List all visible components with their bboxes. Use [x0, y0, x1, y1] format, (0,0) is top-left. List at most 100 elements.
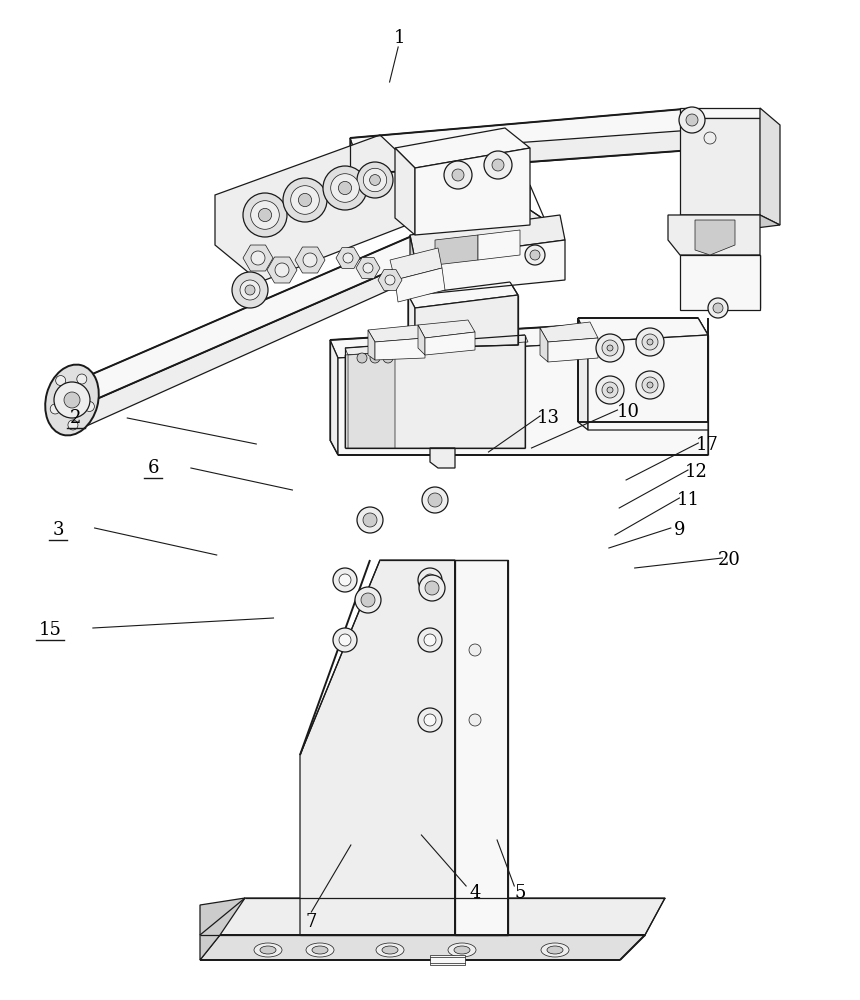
Circle shape [361, 593, 375, 607]
Circle shape [298, 193, 311, 207]
Ellipse shape [547, 946, 563, 954]
Text: 20: 20 [718, 551, 740, 569]
Polygon shape [350, 128, 720, 175]
Polygon shape [200, 935, 645, 960]
Circle shape [418, 568, 442, 592]
Circle shape [424, 634, 436, 646]
Circle shape [56, 376, 65, 386]
Circle shape [425, 581, 439, 595]
Polygon shape [350, 138, 358, 175]
Circle shape [636, 328, 664, 356]
Polygon shape [338, 335, 708, 455]
Circle shape [363, 168, 387, 192]
Circle shape [363, 513, 377, 527]
Polygon shape [418, 325, 425, 355]
Polygon shape [548, 338, 598, 362]
Circle shape [383, 353, 393, 363]
Circle shape [602, 382, 618, 398]
Polygon shape [368, 325, 425, 342]
Circle shape [77, 374, 87, 384]
Circle shape [444, 161, 472, 189]
Circle shape [50, 404, 60, 414]
Circle shape [530, 250, 540, 260]
Polygon shape [395, 128, 530, 168]
Polygon shape [760, 108, 780, 225]
Circle shape [607, 345, 613, 351]
Polygon shape [395, 268, 445, 302]
Polygon shape [430, 955, 465, 965]
Circle shape [258, 208, 272, 222]
Text: 5: 5 [514, 884, 526, 902]
Polygon shape [478, 230, 520, 260]
Polygon shape [435, 235, 478, 265]
Circle shape [357, 162, 393, 198]
Circle shape [343, 253, 353, 263]
Circle shape [357, 507, 383, 533]
Circle shape [303, 253, 317, 267]
Circle shape [424, 714, 436, 726]
Circle shape [647, 382, 653, 388]
Polygon shape [200, 898, 245, 960]
Circle shape [422, 487, 448, 513]
Circle shape [713, 303, 723, 313]
Text: 4: 4 [469, 884, 481, 902]
Polygon shape [60, 185, 530, 415]
Circle shape [333, 568, 357, 592]
Circle shape [704, 132, 716, 144]
Text: 1: 1 [394, 29, 406, 47]
Circle shape [370, 353, 380, 363]
Polygon shape [330, 340, 338, 455]
Circle shape [243, 193, 287, 237]
Polygon shape [60, 210, 545, 428]
Polygon shape [418, 320, 475, 338]
Text: 2: 2 [70, 409, 82, 427]
Polygon shape [243, 245, 273, 271]
Ellipse shape [46, 365, 99, 435]
Circle shape [275, 263, 289, 277]
Circle shape [291, 186, 319, 214]
Polygon shape [425, 332, 475, 355]
Circle shape [686, 114, 698, 126]
Circle shape [469, 714, 481, 726]
Ellipse shape [541, 943, 569, 957]
Polygon shape [215, 135, 420, 282]
Polygon shape [410, 235, 415, 295]
Polygon shape [540, 328, 548, 362]
Circle shape [232, 272, 268, 308]
Polygon shape [750, 255, 760, 308]
Polygon shape [430, 448, 455, 468]
Polygon shape [680, 215, 780, 235]
Polygon shape [695, 220, 735, 255]
Circle shape [679, 107, 705, 133]
Text: 12: 12 [685, 463, 708, 481]
Circle shape [355, 587, 381, 613]
Ellipse shape [312, 946, 328, 954]
Ellipse shape [376, 943, 404, 957]
Circle shape [283, 178, 327, 222]
Circle shape [418, 628, 442, 652]
Polygon shape [680, 118, 760, 215]
Polygon shape [415, 240, 565, 295]
Circle shape [484, 151, 512, 179]
Text: 9: 9 [673, 521, 685, 539]
Polygon shape [680, 108, 760, 118]
Circle shape [357, 353, 367, 363]
Circle shape [596, 376, 624, 404]
Polygon shape [588, 335, 708, 430]
Circle shape [708, 298, 728, 318]
Circle shape [54, 382, 90, 418]
Circle shape [333, 628, 357, 652]
Circle shape [338, 181, 352, 195]
Text: 15: 15 [39, 621, 61, 639]
Circle shape [84, 401, 95, 411]
Polygon shape [375, 338, 425, 360]
Circle shape [636, 371, 664, 399]
Polygon shape [578, 318, 588, 430]
Circle shape [251, 201, 280, 229]
Polygon shape [267, 257, 297, 283]
Circle shape [418, 708, 442, 732]
Polygon shape [200, 898, 665, 935]
Circle shape [363, 263, 373, 273]
Polygon shape [300, 560, 455, 935]
Polygon shape [336, 248, 360, 268]
